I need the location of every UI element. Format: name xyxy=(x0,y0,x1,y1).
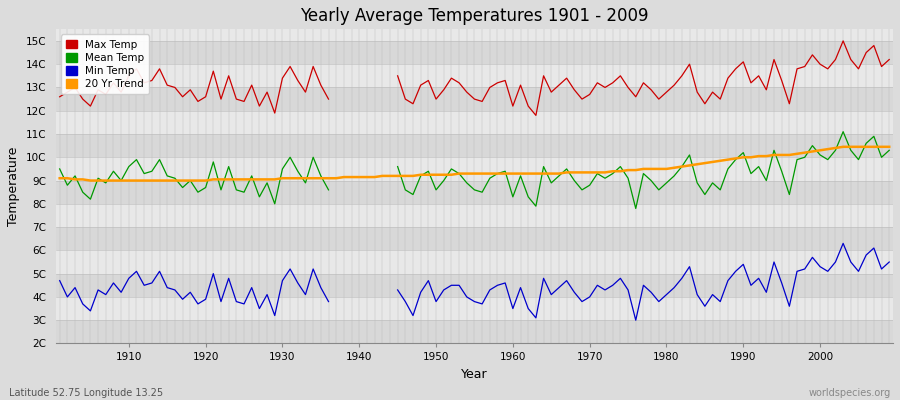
X-axis label: Year: Year xyxy=(461,368,488,381)
Text: worldspecies.org: worldspecies.org xyxy=(809,388,891,398)
Bar xyxy=(56,41,893,64)
Bar xyxy=(56,134,893,157)
Bar xyxy=(56,157,893,180)
Legend: Max Temp, Mean Temp, Min Temp, 20 Yr Trend: Max Temp, Mean Temp, Min Temp, 20 Yr Tre… xyxy=(61,34,149,94)
Bar xyxy=(56,320,893,344)
Text: Latitude 52.75 Longitude 13.25: Latitude 52.75 Longitude 13.25 xyxy=(9,388,163,398)
Bar xyxy=(56,297,893,320)
Bar xyxy=(56,180,893,204)
Bar xyxy=(56,111,893,134)
Bar xyxy=(56,274,893,297)
Bar xyxy=(56,88,893,111)
Title: Yearly Average Temperatures 1901 - 2009: Yearly Average Temperatures 1901 - 2009 xyxy=(301,7,649,25)
Bar xyxy=(56,250,893,274)
Bar xyxy=(56,64,893,88)
Bar xyxy=(56,227,893,250)
Y-axis label: Temperature: Temperature xyxy=(7,147,20,226)
Bar xyxy=(56,204,893,227)
